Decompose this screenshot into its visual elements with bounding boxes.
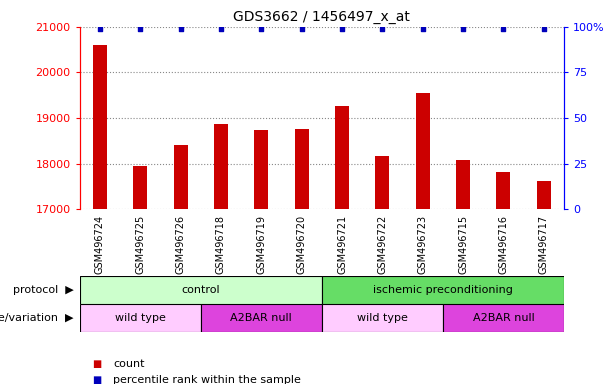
Text: genotype/variation  ▶: genotype/variation ▶ — [0, 313, 74, 323]
Text: wild type: wild type — [357, 313, 408, 323]
Bar — [456, 160, 470, 209]
Point — [256, 26, 266, 32]
Text: ■: ■ — [92, 359, 101, 369]
Text: count: count — [113, 359, 145, 369]
Text: percentile rank within the sample: percentile rank within the sample — [113, 375, 301, 384]
Text: GSM496716: GSM496716 — [498, 215, 508, 274]
Text: ischemic preconditioning: ischemic preconditioning — [373, 285, 513, 295]
Bar — [133, 166, 147, 209]
Point — [539, 26, 549, 32]
Bar — [322, 276, 564, 304]
Bar — [443, 304, 564, 332]
Point — [418, 26, 428, 32]
Text: ■: ■ — [92, 375, 101, 384]
Text: GSM496719: GSM496719 — [256, 215, 266, 274]
Bar — [416, 93, 430, 209]
Bar — [173, 146, 188, 209]
Text: protocol  ▶: protocol ▶ — [13, 285, 74, 295]
Bar — [80, 304, 201, 332]
Point — [297, 26, 306, 32]
Bar — [375, 156, 389, 209]
Bar — [497, 172, 511, 209]
Point — [378, 26, 387, 32]
Text: GSM496722: GSM496722 — [378, 215, 387, 274]
Text: GSM496726: GSM496726 — [175, 215, 186, 274]
Text: A2BAR null: A2BAR null — [473, 313, 535, 323]
Point — [135, 26, 145, 32]
Text: GSM496723: GSM496723 — [417, 215, 428, 274]
Point — [337, 26, 347, 32]
Text: GSM496724: GSM496724 — [95, 215, 105, 274]
Text: GSM496725: GSM496725 — [135, 215, 145, 274]
Text: GSM496718: GSM496718 — [216, 215, 226, 274]
Text: control: control — [181, 285, 220, 295]
Title: GDS3662 / 1456497_x_at: GDS3662 / 1456497_x_at — [234, 10, 410, 25]
Text: GSM496715: GSM496715 — [458, 215, 468, 274]
Text: GSM496721: GSM496721 — [337, 215, 347, 274]
Bar — [214, 124, 228, 209]
Point — [95, 26, 105, 32]
Point — [176, 26, 186, 32]
Bar — [537, 181, 551, 209]
Bar — [335, 106, 349, 209]
Text: GSM496717: GSM496717 — [539, 215, 549, 274]
Text: A2BAR null: A2BAR null — [230, 313, 292, 323]
Point — [498, 26, 508, 32]
Bar — [254, 131, 268, 209]
Bar — [80, 276, 322, 304]
Text: wild type: wild type — [115, 313, 166, 323]
Bar — [295, 129, 309, 209]
Bar — [201, 304, 322, 332]
Text: GSM496720: GSM496720 — [297, 215, 306, 274]
Bar — [322, 304, 443, 332]
Point — [458, 26, 468, 32]
Point — [216, 26, 226, 32]
Bar — [93, 45, 107, 209]
